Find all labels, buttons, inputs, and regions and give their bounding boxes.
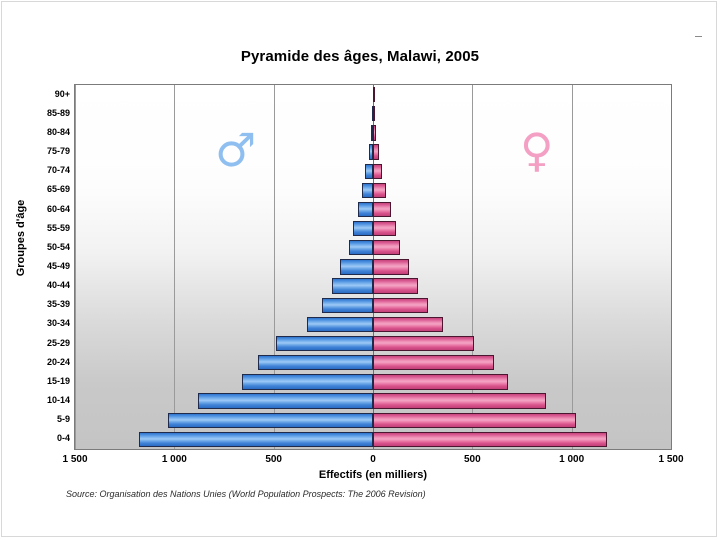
bar-female-65-69 <box>373 182 386 199</box>
bar-row <box>75 201 671 218</box>
x-tick-6: 1 500 <box>658 454 684 465</box>
bar-row <box>75 278 671 294</box>
bar-female-55-59 <box>373 221 396 237</box>
bar-male-75-79 <box>368 144 373 160</box>
bar-row <box>75 335 671 352</box>
bar-male-5-9 <box>168 412 373 428</box>
bar-row <box>75 431 671 448</box>
gridline-1500 <box>75 85 76 449</box>
bar-male-35-39 <box>322 297 373 313</box>
y-tick-10-14: 10-14 <box>46 395 70 406</box>
y-tick-75-79: 75-79 <box>46 146 70 157</box>
corner-tick-mark <box>695 36 702 37</box>
y-axis-tick-labels: 0-4 5-9 10-14 15-19 20-24 25-29 30-34 35-39 40-4… <box>0 84 70 450</box>
bar-male-45-49 <box>340 259 373 275</box>
y-tick-50-54: 50-54 <box>46 241 70 252</box>
bar-row <box>75 240 671 256</box>
y-tick-80-84: 80-84 <box>46 126 70 137</box>
bar-female-45-49 <box>373 259 409 275</box>
y-tick-45-49: 45-49 <box>46 261 70 271</box>
y-tick-40-44: 40-44 <box>46 280 70 291</box>
bar-male-65-69 <box>362 182 373 199</box>
female-gender-icon: ♀ <box>520 123 554 177</box>
bar-row <box>75 259 671 275</box>
male-gender-icon: ♂ <box>215 123 257 177</box>
bar-row <box>75 316 671 333</box>
bar-row <box>75 163 671 179</box>
page-title: Pyramide des âges, Malawi, 2005 <box>240 48 480 65</box>
y-tick-90+: 90+ <box>54 88 70 99</box>
bar-female-15-19 <box>373 374 509 390</box>
x-tick-0: 1 500 <box>62 454 88 465</box>
bar-row <box>75 144 671 160</box>
bar-female-5-9 <box>373 412 576 428</box>
gridline-500 <box>274 85 275 449</box>
x-tick-1: 1 000 <box>161 454 187 465</box>
x-axis-title: Effectifs (en milliers) <box>318 469 428 481</box>
y-tick-55-59: 55-59 <box>46 222 70 233</box>
bar-female-0-4 <box>373 431 608 448</box>
bar-male-20-24 <box>257 355 373 371</box>
bar-female-25-29 <box>373 335 475 352</box>
bar-female-75-79 <box>373 144 379 160</box>
bar-female-50-54 <box>373 240 400 256</box>
plot-area: ♂ ♀ <box>74 84 672 450</box>
bar-male-60-64 <box>358 201 373 218</box>
bar-row <box>75 221 671 237</box>
y-tick-85-89: 85-89 <box>46 107 70 118</box>
y-tick-0-4: 0-4 <box>56 433 70 444</box>
x-axis-tick-labels: 1 500 1 000 500 0 500 1 000 1 500 <box>0 454 720 468</box>
y-tick-30-34: 30-34 <box>46 318 70 329</box>
bar-row <box>75 412 671 428</box>
bar-male-25-29 <box>275 335 373 352</box>
bar-female-90+ <box>373 86 375 103</box>
y-tick-5-9: 5-9 <box>56 414 70 425</box>
gridline-1000 <box>572 85 573 449</box>
bar-male-30-34 <box>307 316 373 333</box>
bar-male-40-44 <box>332 278 373 294</box>
gridline-500 <box>472 85 473 449</box>
bar-row <box>75 182 671 199</box>
source-note: Source: Organisation des Nations Unies (… <box>66 489 426 499</box>
x-tick-4: 500 <box>463 454 481 465</box>
bar-row <box>75 374 671 390</box>
bar-female-70-74 <box>373 163 382 179</box>
bar-male-55-59 <box>353 221 373 237</box>
bar-row <box>75 393 671 409</box>
bar-male-70-74 <box>365 163 373 179</box>
bar-female-20-24 <box>373 355 495 371</box>
bar-female-85-89 <box>373 106 375 122</box>
y-tick-15-19: 15-19 <box>46 375 70 386</box>
bar-row <box>75 86 671 103</box>
bar-male-0-4 <box>138 431 373 448</box>
x-tick-2: 500 <box>265 454 282 465</box>
gridline-1500 <box>671 85 672 449</box>
bar-row <box>75 106 671 122</box>
bar-male-10-14 <box>198 393 373 409</box>
y-tick-25-29: 25-29 <box>46 337 70 348</box>
gridline-1000 <box>174 85 175 449</box>
bar-female-40-44 <box>373 278 418 294</box>
x-tick-5: 1 000 <box>559 454 585 465</box>
y-tick-70-74: 70-74 <box>46 165 70 176</box>
bar-male-50-54 <box>349 240 373 256</box>
bar-female-35-39 <box>373 297 428 313</box>
bar-row <box>75 125 671 141</box>
bar-row <box>75 355 671 371</box>
y-tick-20-24: 20-24 <box>46 356 70 367</box>
bar-male-15-19 <box>241 374 373 390</box>
bar-female-80-84 <box>373 125 376 141</box>
bar-male-80-84 <box>370 125 373 141</box>
y-tick-35-39: 35-39 <box>46 299 70 310</box>
y-tick-60-64: 60-64 <box>46 203 70 214</box>
y-axis-title: Groupes d'âge <box>15 199 27 277</box>
x-tick-3: 0 <box>370 454 376 465</box>
bar-female-60-64 <box>373 201 391 218</box>
bar-female-30-34 <box>373 316 443 333</box>
bar-row <box>75 297 671 313</box>
y-tick-65-69: 65-69 <box>46 184 70 195</box>
bar-female-10-14 <box>373 393 546 409</box>
